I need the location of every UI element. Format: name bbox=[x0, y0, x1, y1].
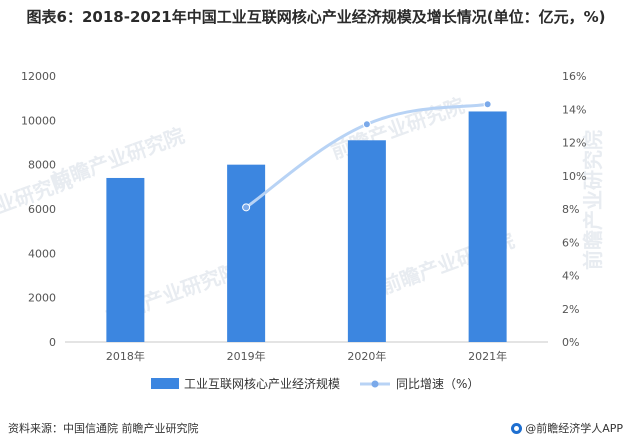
left-tick-label: 2000 bbox=[28, 292, 56, 305]
left-axis: 0 2000 4000 6000 8000 10000 12000 bbox=[21, 70, 56, 349]
left-tick-label: 4000 bbox=[28, 247, 56, 260]
right-tick-label: 0% bbox=[562, 336, 579, 349]
legend: 工业互联网核心产业经济规模 同比增速（%） bbox=[151, 376, 479, 391]
source-note: 资料来源：中国信通院 前瞻产业研究院 bbox=[8, 422, 199, 435]
right-tick-label: 12% bbox=[562, 137, 586, 150]
legend-line-label: 同比增速（%） bbox=[396, 377, 479, 391]
left-tick-label: 0 bbox=[49, 336, 56, 349]
growth-point bbox=[242, 203, 251, 212]
legend-bar-label: 工业互联网核心产业经济规模 bbox=[184, 376, 340, 391]
growth-point bbox=[362, 120, 371, 129]
legend-bar-swatch bbox=[151, 378, 179, 389]
bar bbox=[347, 140, 386, 342]
bar-series bbox=[106, 111, 507, 342]
x-tick-label: 2021年 bbox=[468, 349, 507, 363]
right-tick-label: 2% bbox=[562, 303, 579, 316]
right-axis: 0% 2% 4% 6% 8% 10% 12% 14% 16% bbox=[562, 70, 586, 349]
left-tick-label: 10000 bbox=[21, 114, 56, 127]
line-series bbox=[242, 100, 492, 212]
brand-label: @前瞻经济学人APP bbox=[525, 422, 623, 435]
right-tick-label: 8% bbox=[562, 203, 579, 216]
bar bbox=[227, 164, 266, 342]
watermark-text: 前瞻产业研究院 bbox=[581, 130, 605, 270]
x-axis: 2018年 2019年 2020年 2021年 bbox=[106, 349, 507, 363]
growth-point bbox=[483, 100, 492, 109]
right-tick-label: 14% bbox=[562, 103, 586, 116]
legend-line-marker bbox=[371, 380, 379, 388]
brand-logo-icon bbox=[511, 422, 523, 434]
chart-title: 图表6：2018-2021年中国工业互联网核心产业经济规模及增长情况(单位：亿元… bbox=[26, 8, 606, 26]
x-tick-label: 2018年 bbox=[106, 349, 145, 363]
right-tick-label: 16% bbox=[562, 70, 586, 83]
left-tick-label: 12000 bbox=[21, 70, 56, 83]
brand-credit: @前瞻经济学人APP bbox=[511, 420, 623, 436]
left-tick-label: 8000 bbox=[28, 159, 56, 172]
bar bbox=[468, 111, 507, 342]
bar bbox=[106, 177, 145, 342]
right-tick-label: 6% bbox=[562, 236, 579, 249]
x-tick-label: 2020年 bbox=[347, 349, 386, 363]
left-tick-label: 6000 bbox=[28, 203, 56, 216]
x-tick-label: 2019年 bbox=[227, 349, 266, 363]
right-tick-label: 4% bbox=[562, 270, 579, 283]
right-tick-label: 10% bbox=[562, 170, 586, 183]
